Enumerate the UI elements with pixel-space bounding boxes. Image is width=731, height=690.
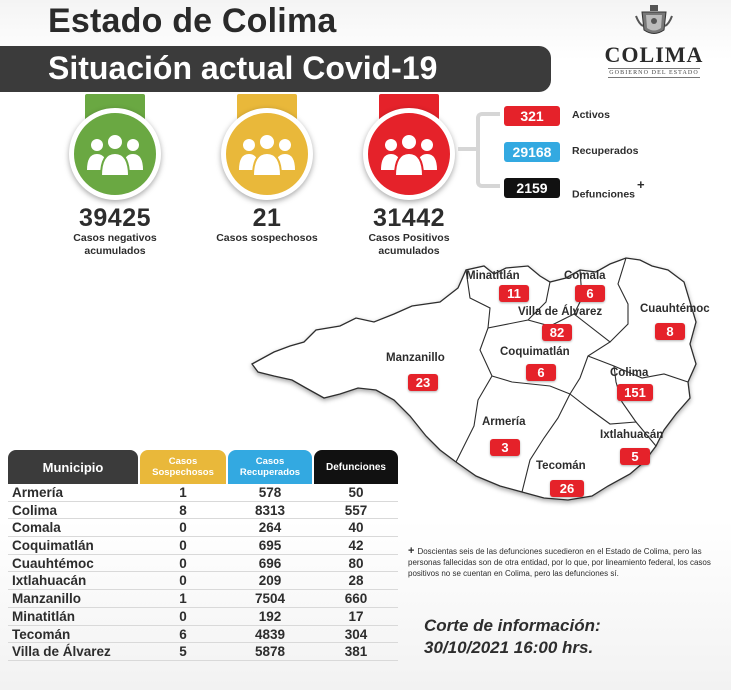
logo-name: COLIMA xyxy=(604,42,704,67)
people-group-icon xyxy=(381,133,437,177)
map-label-comala: Comala xyxy=(564,270,606,282)
map-badge-tecoman: 26 xyxy=(550,480,584,497)
page-title: Estado de Colima xyxy=(48,2,337,40)
map-label-tecoman: Tecomán xyxy=(536,460,586,472)
title-banner xyxy=(0,46,551,92)
stat-value: 21 xyxy=(252,204,282,232)
table-row: Ixtlahuacán 0 209 28 xyxy=(8,572,398,591)
map-label-ixtlahuacan: Ixtlahuacán xyxy=(600,429,664,441)
table-row: Cuauhtémoc 0 696 80 xyxy=(8,555,398,573)
recuperados-badge: 29168 xyxy=(504,142,560,162)
table-header: Municipio Casos Sospechosos Casos Recupera… xyxy=(8,450,398,484)
map-label-colima: Colima xyxy=(610,367,649,379)
municipios-table: Municipio Casos Sospechosos Casos Recupera… xyxy=(8,450,398,661)
table-row: Tecomán 6 4839 304 xyxy=(8,626,398,644)
stat-value: 39425 xyxy=(78,204,152,232)
stat-circle xyxy=(69,108,161,200)
map-badge-ixtlahuacan: 5 xyxy=(620,448,650,465)
map-badge-cuauhtemoc: 8 xyxy=(655,323,685,340)
footnote-text: Doscientas seis de las defunciones suced… xyxy=(408,547,711,578)
bracket xyxy=(476,112,500,188)
map-label-minatitlan: Minatitlán xyxy=(466,270,520,282)
state-crest-icon xyxy=(635,5,673,34)
activos-label: Activos xyxy=(572,109,610,121)
table-row: Armería 1 578 50 xyxy=(8,484,398,502)
table-row: Minatitlán 0 192 17 xyxy=(8,608,398,626)
corte-label: Corte de información: xyxy=(424,616,601,635)
stat-circle xyxy=(221,108,313,200)
people-group-icon xyxy=(239,133,295,177)
map-badge-manzanillo: 23 xyxy=(408,374,438,391)
table-body: Armería 1 578 50 Colima 8 8313 557 Comala 0 264 4… xyxy=(8,484,398,661)
map-label-cuauhtemoc: Cuauhtémoc xyxy=(640,303,710,315)
bracket-connector xyxy=(458,147,480,151)
state-outline xyxy=(251,257,697,501)
page-subtitle: Situación actual Covid-19 xyxy=(48,50,438,86)
corte-datetime: 30/10/2021 16:00 hrs. xyxy=(424,638,594,657)
stat-value: 31442 xyxy=(372,204,446,232)
map-label-villa-de-alvarez: Villa de Álvarez xyxy=(518,306,603,318)
map-label-armeria: Armería xyxy=(482,416,526,428)
th-recuperados: Casos Recuperados xyxy=(228,450,312,484)
footnote-marker: + xyxy=(408,545,415,557)
table-row: Comala 0 264 40 xyxy=(8,519,398,538)
th-defunciones: Defunciones xyxy=(314,450,398,484)
colima-map: Minatitlán 11 Comala 6 Villa de Álvarez … xyxy=(244,248,730,512)
stat-label: Casos negativos acumulados xyxy=(73,232,157,257)
map-badge-coquimatlan: 6 xyxy=(526,364,556,381)
map-badge-colima: 151 xyxy=(617,384,653,401)
stat-label: Casos Positivos acumulados xyxy=(368,232,450,257)
map-label-manzanillo: Manzanillo xyxy=(386,352,445,364)
people-group-icon xyxy=(87,133,143,177)
map-label-coquimatlan: Coquimatlán xyxy=(500,346,570,358)
table-row: Colima 8 8313 557 xyxy=(8,502,398,520)
defunciones-marker: + xyxy=(637,177,645,192)
recuperados-label: Recuperados xyxy=(572,145,639,157)
th-municipio: Municipio xyxy=(8,450,138,484)
activos-badge: 321 xyxy=(504,106,560,126)
footnote: + Doscientas seis de las defunciones suce… xyxy=(408,546,720,579)
table-row: Villa de Álvarez 5 5878 381 xyxy=(8,643,398,661)
defunciones-label: Defunciones+ xyxy=(572,177,645,201)
defunciones-badge: 2159 xyxy=(504,178,560,198)
stat-label: Casos sospechosos xyxy=(216,232,318,244)
map-badge-villa-de-alvarez: 82 xyxy=(542,324,572,341)
table-row: Manzanillo 1 7504 660 xyxy=(8,590,398,608)
map-badge-comala: 6 xyxy=(575,285,605,302)
logo-subtitle: GOBIERNO DEL ESTADO xyxy=(608,68,700,78)
colima-logo: COLIMA GOBIERNO DEL ESTADO xyxy=(598,2,710,82)
stat-positivos: 31442 Casos Positivos acumulados xyxy=(346,94,472,264)
map-badge-armeria: 3 xyxy=(490,439,520,456)
stat-circle xyxy=(363,108,455,200)
stat-negativos: 39425 Casos negativos acumulados xyxy=(52,94,178,264)
map-badge-minatitlan: 11 xyxy=(499,285,529,302)
th-sospechosos: Casos Sospechosos xyxy=(140,450,226,484)
stat-sospechosos: 21 Casos sospechosos xyxy=(204,94,330,264)
table-row: Coquimatlán 0 695 42 xyxy=(8,537,398,555)
